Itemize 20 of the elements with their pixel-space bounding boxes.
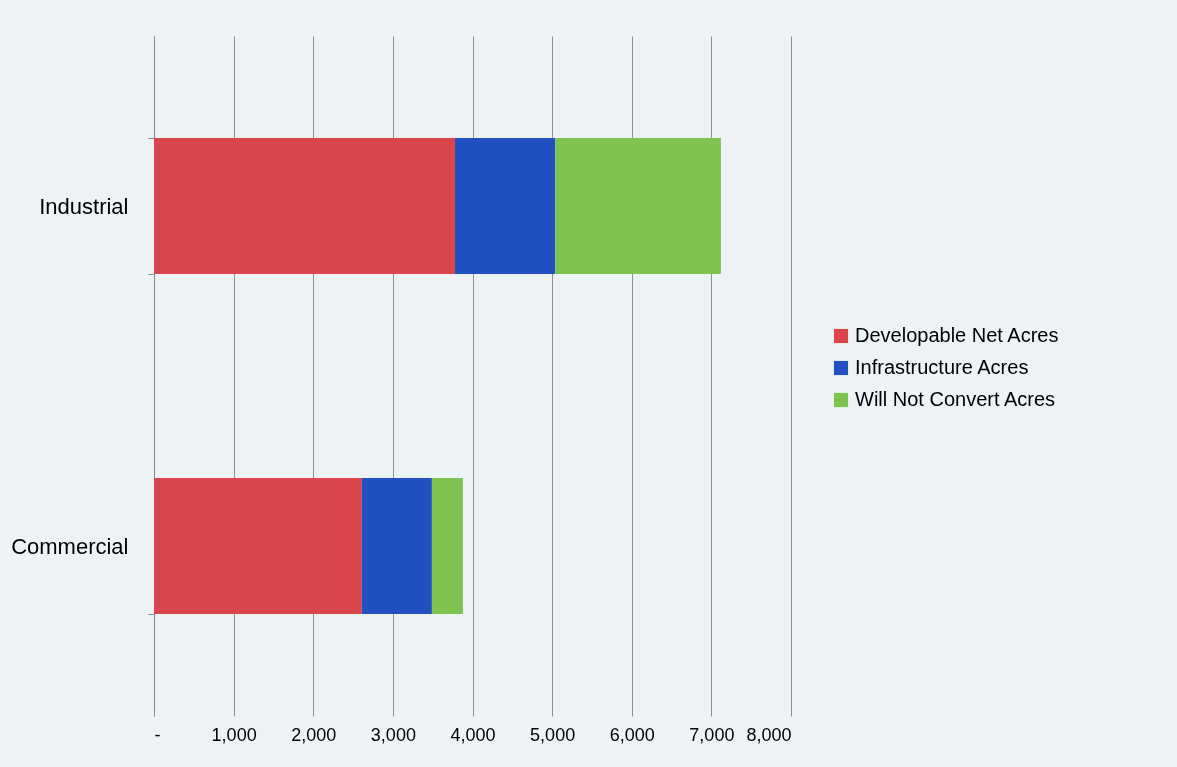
x-tick-label: 7,000	[689, 724, 735, 745]
x-tick-label: 3,000	[370, 724, 416, 745]
bar	[555, 138, 721, 274]
x-tick-label: 6,000	[609, 724, 655, 745]
x-tick-label: 5,000	[530, 724, 576, 745]
x-tick-label: 2,000	[291, 724, 337, 745]
y-tick-label: Commercial	[11, 533, 129, 559]
bar	[361, 478, 432, 614]
bar	[154, 138, 455, 274]
x-tick-label: 8,000	[746, 724, 792, 745]
bar	[154, 478, 362, 614]
legend-label: Infrastructure Acres	[855, 356, 1029, 378]
legend-label: Will Not Convert Acres	[855, 388, 1056, 410]
legend-label: Developable Net Acres	[855, 324, 1059, 346]
bar	[454, 138, 556, 274]
x-tick-label: 4,000	[450, 724, 496, 745]
x-tick-label: -	[154, 724, 161, 745]
x-tick-label: 1,000	[211, 724, 257, 745]
bar	[431, 478, 463, 614]
y-tick-label: Industrial	[39, 193, 129, 219]
